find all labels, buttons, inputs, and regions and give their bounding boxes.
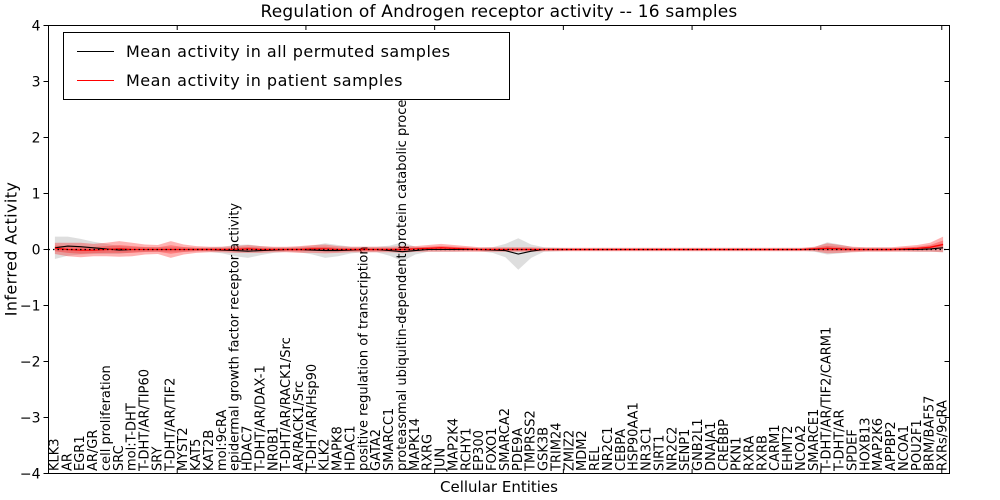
patient-line-sample-icon <box>77 80 114 81</box>
x-tick-label: mol:T-DHT <box>125 403 140 471</box>
x-tick-label: T-DHT/AR <box>833 410 848 472</box>
x-tick-label: mol:9cRA <box>215 409 230 471</box>
x-tick-label: EGR1 <box>73 435 88 471</box>
x-tick-label: SMARCE1 <box>807 409 822 471</box>
x-tick-label: SENP1 <box>678 429 693 471</box>
y-tick-label: 4 <box>32 19 41 35</box>
x-tick-label: KAT5 <box>189 439 204 471</box>
x-tick-label: T-DHT/AR/TIF2/CARM1 <box>820 327 835 472</box>
x-tick-label: EHMT2 <box>781 426 796 471</box>
x-tick-label: GSK3B <box>537 427 552 471</box>
x-tick-label: AR/RACK1/Src <box>292 381 307 471</box>
patient-band-outer <box>54 236 944 258</box>
x-tick-label: RXRB <box>755 435 770 471</box>
x-tick-label: KLK3 <box>47 438 62 471</box>
x-tick-label: FOXO1 <box>485 428 500 471</box>
x-tick-label: RXRG <box>421 434 436 471</box>
x-tick-label: PDE9A <box>511 428 526 471</box>
x-tick-label: MYST2 <box>176 427 191 471</box>
x-tick-label: PKN1 <box>730 437 745 471</box>
x-tick-label: CREBBP <box>717 419 732 471</box>
x-tick-label: proteasomal ubiquitin-dependent protein … <box>395 86 410 471</box>
x-tick-label: MAPK14 <box>408 418 423 471</box>
x-tick-label: BRM/BAF57 <box>923 396 938 471</box>
x-tick-label: SPDEF <box>845 429 860 471</box>
x-tick-label: REL <box>588 446 603 471</box>
x-tick-label: RCHY1 <box>459 428 474 471</box>
y-tick-label: 0 <box>32 243 41 259</box>
x-tick-label: AR <box>60 453 75 471</box>
y-tick-label: 2 <box>32 131 41 147</box>
x-tick-label: HOXB13 <box>858 417 873 471</box>
x-tick-label: JUN <box>434 448 449 472</box>
x-tick-label: NR3C1 <box>640 427 655 471</box>
x-tick-label: MDM2 <box>575 430 590 471</box>
x-tick-label: T-DHT/AR/RACK1/Src <box>279 337 294 472</box>
x-tick-label: GATA2 <box>369 429 384 471</box>
x-tick-label: AR/GR <box>86 430 101 471</box>
x-tick-label: ZMIZ2 <box>562 430 577 471</box>
x-tick-label: GNB2L1 <box>691 418 706 471</box>
y-tick-label: 1 <box>32 187 41 203</box>
x-tick-label: positive regulation of transcription <box>356 246 371 471</box>
legend-entry-permuted: Mean activity in all permuted samples <box>64 39 509 65</box>
x-tick-label: MAPK8 <box>331 426 346 471</box>
x-tick-label: SRY <box>150 447 165 471</box>
x-tick-label: SRC <box>112 445 127 471</box>
x-tick-label: HDAC7 <box>241 425 256 471</box>
x-tick-label: HSP90AA1 <box>627 402 642 471</box>
x-tick-label: cell proliferation <box>99 365 114 471</box>
x-tick-label: T-DHT/AR/TIP60 <box>138 369 153 472</box>
x-tick-label: KAT2B <box>202 430 217 471</box>
y-tick-label: 3 <box>32 75 41 91</box>
x-tick-label: CEBPA <box>614 429 629 471</box>
x-tick-label: NR0B1 <box>266 427 281 471</box>
x-tick-label: NR2C1 <box>601 427 616 471</box>
axis-ticks: 4 3 2 1 0 −1 −2 −3 −4 <box>20 19 950 483</box>
x-tick-label: SMARCC1 <box>382 408 397 471</box>
x-tick-label: T-DHT/AR/DAX-1 <box>253 365 268 472</box>
legend-label-permuted: Mean activity in all permuted samples <box>126 42 451 61</box>
y-tick-label: −2 <box>20 355 41 371</box>
x-tick-label: T-DHT/AR/TIF2 <box>163 378 178 472</box>
x-tick-label: RXRA <box>742 436 757 471</box>
x-tick-label: HDAC1 <box>343 425 358 471</box>
x-tick-label: T-DHT/AR/Hsp90 <box>305 364 320 472</box>
x-tick-label: CARM1 <box>768 425 783 472</box>
permuted-band <box>54 236 944 270</box>
x-tick-label: DNAJA1 <box>704 422 719 471</box>
x-tick-label: APPBP2 <box>884 421 899 471</box>
legend-label-patient: Mean activity in patient samples <box>126 71 403 90</box>
x-tick-label: TMPRSS2 <box>524 410 539 472</box>
x-tick-label: MAP2K4 <box>446 418 461 471</box>
chart-title: Regulation of Androgen receptor activity… <box>260 2 738 22</box>
x-tick-label: epidermal growth factor receptor activit… <box>228 203 243 471</box>
permuted-line-sample-icon <box>77 51 114 52</box>
x-tick-label: KLK2 <box>318 438 333 471</box>
x-tick-label: NR2C2 <box>665 427 680 471</box>
x-tick-label: TRIM24 <box>549 422 564 472</box>
x-tick-label: MAP2K6 <box>871 418 886 471</box>
x-tick-label: NCOA2 <box>794 425 809 471</box>
x-axis-title: Cellular Entities <box>440 478 558 496</box>
legend-entry-patient: Mean activity in patient samples <box>64 68 509 94</box>
y-axis-title: Inferred Activity <box>1 181 21 317</box>
y-tick-label: −1 <box>20 299 41 315</box>
x-tick-label: SIRT1 <box>652 435 667 471</box>
x-tick-label: RXRs/9cRA <box>936 400 951 471</box>
x-tick-label: NCOA1 <box>897 425 912 471</box>
y-tick-label: −4 <box>20 467 41 483</box>
legend: Mean activity in all permuted samples Me… <box>63 32 510 100</box>
x-tick-label: EP300 <box>472 430 487 471</box>
x-tick-label: POU2F1 <box>910 419 925 471</box>
y-tick-label: −3 <box>20 411 41 427</box>
x-tick-label: SMARCA2 <box>498 408 513 471</box>
